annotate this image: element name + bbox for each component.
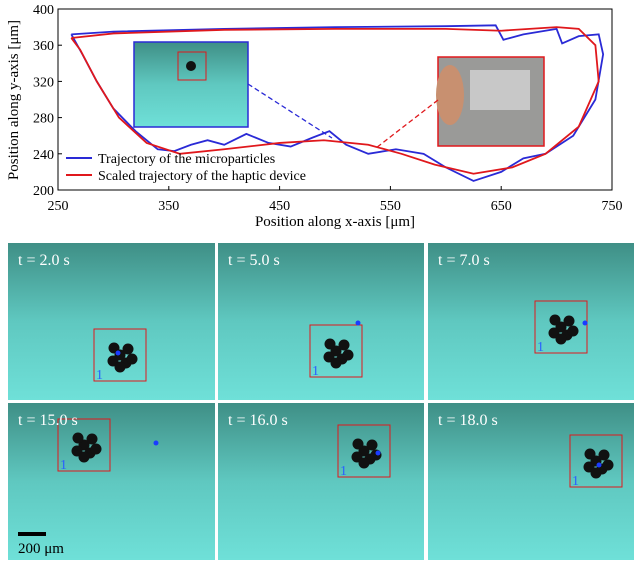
- y-tick-label: 360: [33, 39, 54, 54]
- x-tick-label: 550: [380, 199, 401, 214]
- particle: [73, 433, 84, 444]
- panel-grid: 1 t = 2.0 s 1 t = 5.0 s 1 t = 7.0 s 1 t = 15.0 …: [8, 243, 634, 560]
- particle: [585, 449, 596, 460]
- time-label: t = 7.0 s: [438, 252, 490, 269]
- particle: [331, 358, 342, 369]
- particle: [343, 350, 354, 361]
- y-tick-label: 320: [33, 75, 54, 90]
- box-label: 1: [312, 364, 319, 379]
- particle: [599, 450, 610, 461]
- box-label: 1: [572, 474, 579, 489]
- particle: [127, 354, 138, 365]
- inset-cluster: [186, 61, 196, 71]
- target-dot: [356, 321, 361, 326]
- time-label: t = 18.0 s: [438, 412, 498, 429]
- inset-microscope: [134, 42, 248, 127]
- scale-bar: [18, 532, 46, 536]
- box-label: 1: [537, 340, 544, 355]
- box-label: 1: [60, 458, 67, 473]
- particle: [591, 468, 602, 479]
- time-label: t = 5.0 s: [228, 252, 280, 269]
- x-axis-label: Position along x-axis [μm]: [255, 214, 415, 230]
- particle: [91, 444, 102, 455]
- figure: Position along x-axis [μm] Position alon…: [0, 0, 634, 563]
- particle: [115, 362, 126, 373]
- y-tick-label: 280: [33, 112, 54, 127]
- particle: [79, 452, 90, 463]
- target-dot: [376, 451, 381, 456]
- particle: [556, 334, 567, 345]
- particle: [367, 440, 378, 451]
- particle: [339, 340, 350, 351]
- x-tick-label: 450: [269, 199, 290, 214]
- particle: [325, 339, 336, 350]
- scale-bar-label: 200 μm: [18, 541, 64, 557]
- inset-connector: [248, 84, 332, 138]
- box-label: 1: [340, 464, 347, 479]
- box-label: 1: [96, 368, 103, 383]
- y-tick-label: 400: [33, 3, 54, 18]
- inset-device: [470, 70, 530, 110]
- particle: [359, 458, 370, 469]
- inset-connector: [376, 100, 438, 148]
- time-label: t = 2.0 s: [18, 252, 70, 269]
- y-tick-label: 200: [33, 184, 54, 199]
- legend-label: Scaled trajectory of the haptic device: [98, 169, 306, 184]
- target-dot: [154, 441, 159, 446]
- particle: [371, 450, 382, 461]
- x-tick-label: 750: [602, 199, 623, 214]
- y-tick-label: 240: [33, 148, 54, 163]
- x-tick-label: 350: [158, 199, 179, 214]
- particle: [603, 460, 614, 471]
- x-tick-label: 650: [491, 199, 512, 214]
- time-label: t = 15.0 s: [18, 412, 78, 429]
- x-tick-label: 250: [48, 199, 69, 214]
- particle: [550, 315, 561, 326]
- target-dot: [597, 463, 602, 468]
- inset-person: [436, 65, 464, 125]
- y-axis-label: Position along y-axis [μm]: [6, 20, 22, 180]
- time-label: t = 16.0 s: [228, 412, 288, 429]
- particle: [353, 439, 364, 450]
- target-dot: [583, 321, 588, 326]
- particle: [123, 344, 134, 355]
- particle: [568, 326, 579, 337]
- legend-label: Trajectory of the microparticles: [98, 152, 275, 167]
- particle: [87, 434, 98, 445]
- target-dot: [116, 351, 121, 356]
- particle: [564, 316, 575, 327]
